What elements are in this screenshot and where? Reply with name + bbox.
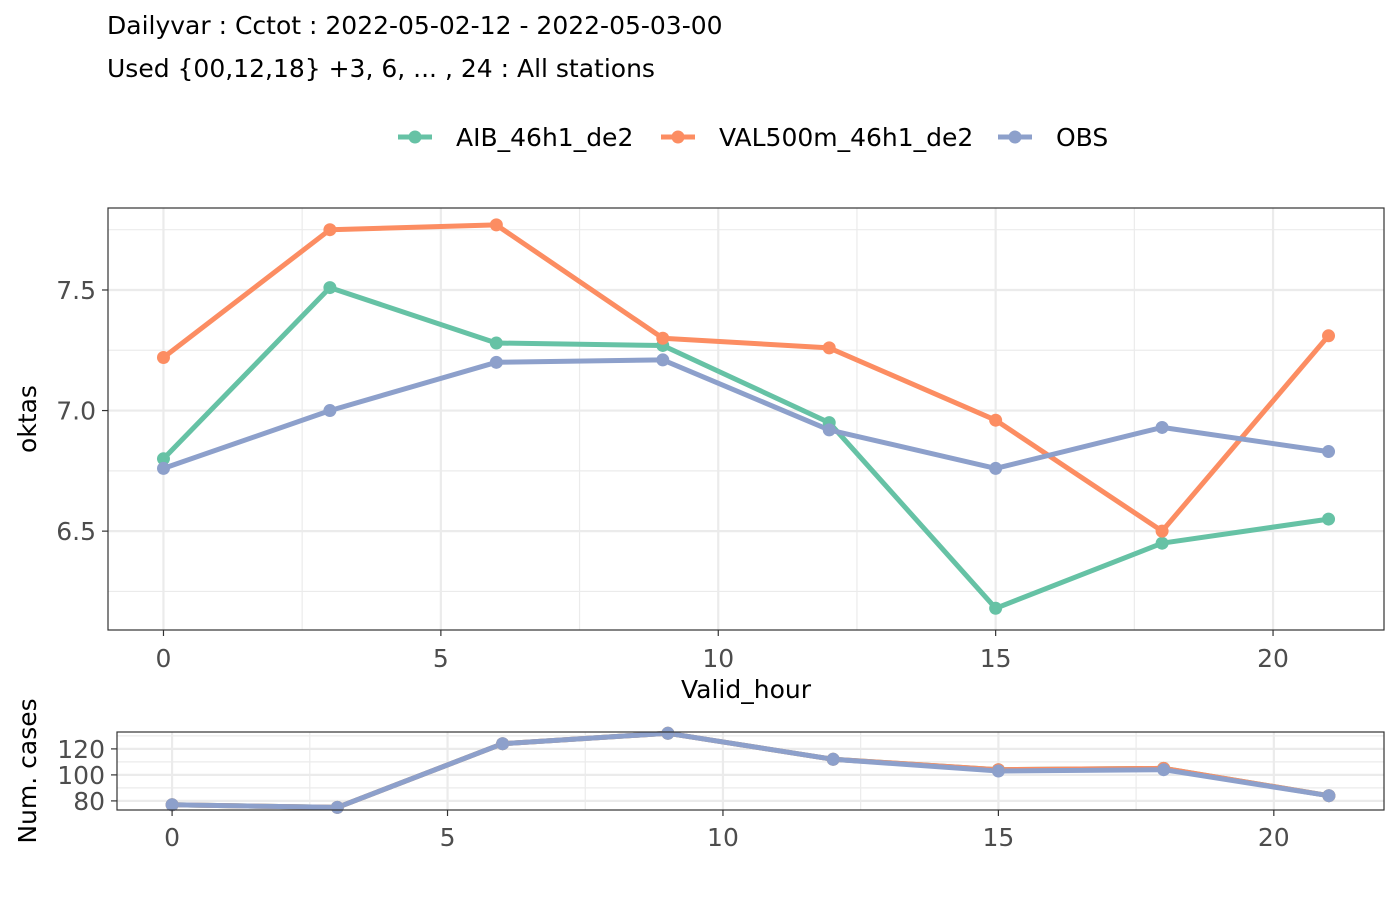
legend-label: AIB_46h1_de2 bbox=[456, 123, 633, 152]
x-axis-title: Valid_hour bbox=[681, 675, 812, 704]
main-panel: 0 5 10 15 20 6.5 7.0 7.5 Valid_hour oktas bbox=[13, 207, 1385, 704]
x-tick-label: 10 bbox=[707, 823, 739, 852]
series-line bbox=[161, 285, 1331, 611]
panel-border bbox=[107, 207, 1385, 631]
y-tick-label: 100 bbox=[57, 761, 105, 790]
legend-label: VAL500m_46h1_de2 bbox=[719, 123, 973, 152]
data-point bbox=[822, 423, 836, 437]
x-tick-label: 0 bbox=[156, 644, 172, 673]
y-axis-title: Num. cases bbox=[13, 698, 42, 843]
data-point bbox=[656, 331, 670, 345]
data-point bbox=[489, 355, 503, 369]
data-point bbox=[1155, 524, 1169, 538]
data-point bbox=[323, 281, 337, 295]
x-tick-label: 15 bbox=[982, 823, 1014, 852]
y-tick-label: 7.5 bbox=[56, 276, 96, 305]
data-point bbox=[656, 353, 670, 367]
legend-key-point bbox=[408, 130, 422, 144]
data-point bbox=[1157, 763, 1171, 777]
data-point bbox=[496, 737, 510, 751]
data-point bbox=[661, 726, 675, 740]
legend: AIB_46h1_de2 VAL500m_46h1_de2 OBS bbox=[398, 123, 1108, 152]
x-tick-label: 5 bbox=[440, 823, 456, 852]
data-point bbox=[330, 800, 344, 814]
y-tick-label: 7.0 bbox=[56, 397, 96, 426]
panel-border bbox=[116, 731, 1385, 811]
x-tick-label: 20 bbox=[1257, 644, 1289, 673]
data-point bbox=[822, 341, 836, 355]
series-line bbox=[169, 730, 1332, 810]
x-tick-label: 15 bbox=[980, 644, 1012, 673]
series-line bbox=[161, 357, 1331, 471]
y-tick-label: 6.5 bbox=[56, 517, 96, 546]
x-tick-label: 5 bbox=[433, 644, 449, 673]
data-point bbox=[1322, 789, 1336, 803]
data-point bbox=[1155, 420, 1169, 434]
data-point bbox=[991, 764, 1005, 778]
data-point bbox=[323, 223, 337, 237]
y-tick-label: 80 bbox=[73, 787, 105, 816]
data-point bbox=[989, 413, 1003, 427]
data-point bbox=[1155, 536, 1169, 550]
data-point bbox=[323, 404, 337, 418]
data-point bbox=[156, 351, 170, 365]
y-tick-label: 120 bbox=[57, 735, 105, 764]
x-tick-label: 0 bbox=[164, 823, 180, 852]
legend-key-point bbox=[1008, 130, 1022, 144]
chart-subtitle: Used {00,12,18} +3, 6, ... , 24 : All st… bbox=[107, 54, 655, 83]
data-point bbox=[989, 461, 1003, 475]
data-point bbox=[156, 452, 170, 466]
data-point bbox=[989, 601, 1003, 615]
legend-label: OBS bbox=[1056, 123, 1108, 152]
data-point bbox=[1322, 445, 1336, 459]
data-point bbox=[489, 218, 503, 232]
data-point bbox=[1322, 329, 1336, 343]
x-tick-label: 20 bbox=[1258, 823, 1290, 852]
data-point bbox=[165, 798, 179, 812]
y-axis-title: oktas bbox=[13, 385, 42, 453]
data-point bbox=[156, 461, 170, 475]
series-line bbox=[161, 222, 1331, 534]
data-point bbox=[489, 336, 503, 350]
x-tick-label: 10 bbox=[702, 644, 734, 673]
data-point bbox=[826, 752, 840, 766]
legend-key-point bbox=[671, 130, 685, 144]
data-point bbox=[1322, 512, 1336, 526]
chart-title: Dailyvar : Cctot : 2022-05-02-12 - 2022-… bbox=[107, 11, 723, 40]
